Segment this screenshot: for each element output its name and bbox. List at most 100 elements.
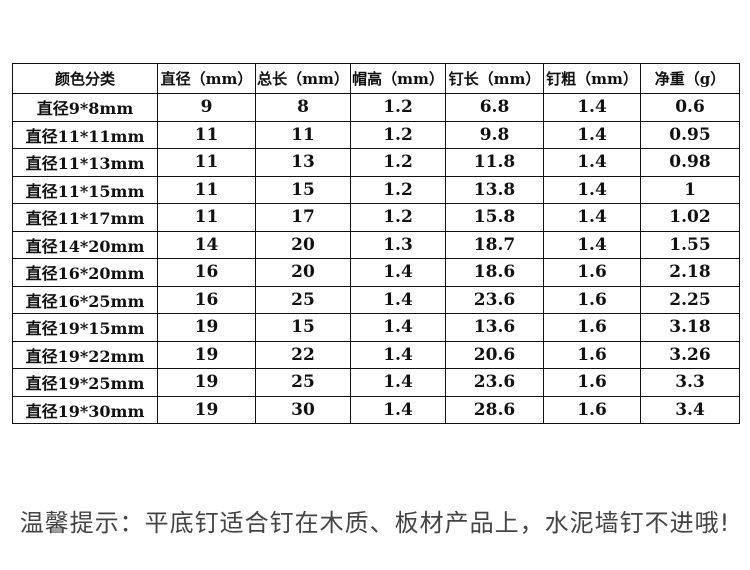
column-header: 钉粗（mm）	[543, 63, 641, 94]
value-cell: 0.95	[640, 120, 740, 149]
value-cell: 1.6	[543, 395, 641, 424]
size-label-cell: 直径19*22mm	[12, 340, 158, 369]
value-cell: 1.2	[350, 203, 446, 232]
size-label-cell: 直径14*20mm	[12, 230, 158, 259]
value-cell: 9	[157, 93, 256, 122]
value-cell: 1.4	[543, 230, 641, 259]
size-label-cell: 直径19*30mm	[12, 395, 158, 424]
value-cell: 15	[255, 313, 351, 342]
value-cell: 1.4	[543, 93, 641, 122]
value-cell: 1.4	[350, 285, 446, 314]
value-cell: 1.2	[350, 93, 446, 122]
value-cell: 14	[157, 230, 256, 259]
value-cell: 0.98	[640, 148, 740, 177]
value-cell: 11	[157, 120, 256, 149]
column-header: 总长（mm）	[255, 63, 351, 94]
table-row: 直径19*25mm 19 25 1.4 23.6 1.6 3.3	[12, 368, 740, 397]
value-cell: 6.8	[445, 93, 544, 122]
value-cell: 11.8	[445, 148, 544, 177]
value-cell: 1.6	[543, 340, 641, 369]
value-cell: 1.4	[543, 120, 641, 149]
table-row: 直径11*13mm 11 13 1.2 11.8 1.4 0.98	[12, 148, 740, 177]
value-cell: 1.4	[350, 313, 446, 342]
table-row: 直径11*11mm 11 11 1.2 9.8 1.4 0.95	[12, 120, 740, 149]
value-cell: 3.4	[640, 395, 740, 424]
value-cell: 19	[157, 368, 256, 397]
value-cell: 1.6	[543, 313, 641, 342]
value-cell: 11	[157, 175, 256, 204]
value-cell: 30	[255, 395, 351, 424]
size-label-cell: 直径19*15mm	[12, 313, 158, 342]
value-cell: 1.4	[350, 340, 446, 369]
value-cell: 15.8	[445, 203, 544, 232]
value-cell: 18.6	[445, 258, 544, 287]
table-row: 直径19*22mm 19 22 1.4 20.6 1.6 3.26	[12, 340, 740, 369]
table-row: 直径19*15mm 19 15 1.4 13.6 1.6 3.18	[12, 313, 740, 342]
value-cell: 25	[255, 285, 351, 314]
size-label-cell: 直径11*13mm	[12, 148, 158, 177]
value-cell: 13.8	[445, 175, 544, 204]
size-label-cell: 直径11*11mm	[12, 120, 158, 149]
value-cell: 2.25	[640, 285, 740, 314]
value-cell: 1.6	[543, 258, 641, 287]
size-label-cell: 直径19*25mm	[12, 368, 158, 397]
value-cell: 1.4	[543, 148, 641, 177]
size-label-cell: 直径9*8mm	[12, 93, 158, 122]
value-cell: 1.2	[350, 175, 446, 204]
value-cell: 3.26	[640, 340, 740, 369]
value-cell: 25	[255, 368, 351, 397]
value-cell: 3.18	[640, 313, 740, 342]
value-cell: 22	[255, 340, 351, 369]
value-cell: 2.18	[640, 258, 740, 287]
value-cell: 20	[255, 230, 351, 259]
value-cell: 0.6	[640, 93, 740, 122]
value-cell: 16	[157, 258, 256, 287]
tip-text: 温馨提示：平底钉适合钉在木质、板材产品上，水泥墙钉不进哦!	[19, 509, 731, 537]
value-cell: 1.4	[350, 368, 446, 397]
value-cell: 9.8	[445, 120, 544, 149]
table-row: 直径14*20mm 14 20 1.3 18.7 1.4 1.55	[12, 230, 740, 259]
value-cell: 1.4	[350, 258, 446, 287]
size-label-cell: 直径11*15mm	[12, 175, 158, 204]
size-label-cell: 直径16*20mm	[12, 258, 158, 287]
value-cell: 1.6	[543, 368, 641, 397]
value-cell: 1.4	[543, 175, 641, 204]
table-row: 直径19*30mm 19 30 1.4 28.6 1.6 3.4	[12, 395, 740, 424]
size-label-cell: 直径11*17mm	[12, 203, 158, 232]
value-cell: 15	[255, 175, 351, 204]
header-row: 颜色分类 直径（mm） 总长（mm） 帽高（mm） 钉长（mm） 钉粗（mm） 净重（g）	[12, 63, 740, 94]
value-cell: 11	[255, 120, 351, 149]
value-cell: 3.3	[640, 368, 740, 397]
column-header: 净重（g）	[640, 63, 740, 94]
value-cell: 1.4	[350, 395, 446, 424]
table-row: 直径11*17mm 11 17 1.2 15.8 1.4 1.02	[12, 203, 740, 232]
value-cell: 1.02	[640, 203, 740, 232]
column-header: 帽高（mm）	[350, 63, 446, 94]
value-cell: 17	[255, 203, 351, 232]
table-row: 直径9*8mm 9 8 1.2 6.8 1.4 0.6	[12, 93, 740, 122]
value-cell: 1.2	[350, 148, 446, 177]
value-cell: 1.3	[350, 230, 446, 259]
value-cell: 11	[157, 203, 256, 232]
value-cell: 19	[157, 313, 256, 342]
value-cell: 16	[157, 285, 256, 314]
size-label-cell: 直径16*25mm	[12, 285, 158, 314]
value-cell: 28.6	[445, 395, 544, 424]
value-cell: 1.2	[350, 120, 446, 149]
value-cell: 8	[255, 93, 351, 122]
table-row: 直径16*20mm 16 20 1.4 18.6 1.6 2.18	[12, 258, 740, 287]
value-cell: 13.6	[445, 313, 544, 342]
value-cell: 23.6	[445, 285, 544, 314]
column-header: 直径（mm）	[157, 63, 256, 94]
column-header: 颜色分类	[12, 63, 158, 94]
value-cell: 19	[157, 395, 256, 424]
value-cell: 11	[157, 148, 256, 177]
value-cell: 18.7	[445, 230, 544, 259]
value-cell: 1	[640, 175, 740, 204]
value-cell: 1.4	[543, 203, 641, 232]
value-cell: 19	[157, 340, 256, 369]
column-header: 钉长（mm）	[445, 63, 544, 94]
value-cell: 23.6	[445, 368, 544, 397]
value-cell: 20.6	[445, 340, 544, 369]
table-row: 直径11*15mm 11 15 1.2 13.8 1.4 1	[12, 175, 740, 204]
